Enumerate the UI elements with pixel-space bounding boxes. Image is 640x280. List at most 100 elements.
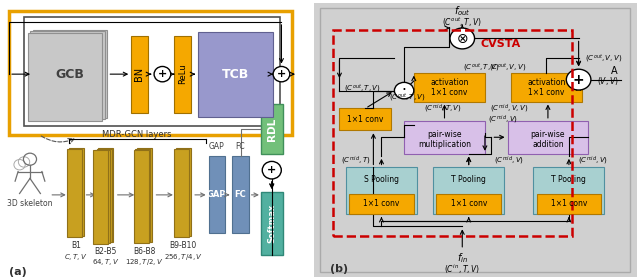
Text: 1×1 conv: 1×1 conv — [551, 199, 587, 208]
Text: 1×1 conv: 1×1 conv — [451, 199, 487, 208]
Circle shape — [394, 82, 414, 99]
Text: CVSTA: CVSTA — [481, 39, 521, 49]
Text: B9-B10: B9-B10 — [170, 241, 197, 250]
Bar — [137, 148, 152, 242]
Bar — [260, 192, 283, 255]
Text: $(C^{mid},V)$: $(C^{mid},V)$ — [488, 113, 518, 125]
Text: $(V,V)$: $(V,V)$ — [597, 75, 618, 87]
Text: T Pooling: T Pooling — [451, 175, 486, 184]
Text: +: + — [277, 69, 286, 79]
Bar — [198, 32, 273, 117]
Circle shape — [262, 161, 282, 179]
Text: $f_{out}$: $f_{out}$ — [454, 4, 470, 18]
Text: BN: BN — [134, 67, 145, 81]
Bar — [95, 150, 110, 243]
Text: $C,T,V$: $C,T,V$ — [65, 252, 88, 262]
Text: 3D skeleton: 3D skeleton — [7, 199, 52, 207]
Text: multiplication: multiplication — [418, 140, 471, 149]
Bar — [176, 148, 191, 236]
Bar — [260, 104, 283, 154]
Text: GAP: GAP — [209, 142, 225, 151]
Text: $128,T/2,V$: $128,T/2,V$ — [125, 257, 164, 267]
Text: B1: B1 — [71, 241, 81, 250]
Text: ⊗: ⊗ — [456, 31, 468, 45]
Bar — [33, 30, 108, 118]
Bar — [68, 148, 84, 236]
Text: 1×1 conv: 1×1 conv — [431, 88, 468, 97]
Text: B6-B8: B6-B8 — [133, 247, 156, 256]
Text: addition: addition — [532, 140, 564, 149]
Bar — [433, 167, 504, 214]
Bar — [136, 149, 150, 242]
Circle shape — [273, 66, 290, 82]
Text: $256,T/4,V$: $256,T/4,V$ — [164, 252, 203, 262]
Bar — [24, 17, 280, 126]
Text: 1×1 conv: 1×1 conv — [528, 88, 564, 97]
Text: +: + — [158, 69, 167, 79]
Bar — [93, 150, 108, 244]
Bar — [436, 193, 501, 214]
Text: TCB: TCB — [221, 68, 249, 81]
Bar — [209, 157, 225, 233]
Text: $(C^{mid},T)$: $(C^{mid},T)$ — [341, 155, 371, 167]
Text: +: + — [573, 73, 584, 87]
Text: $(C^{out},V,V)$: $(C^{out},V,V)$ — [489, 61, 526, 73]
Bar — [134, 150, 148, 243]
Bar — [346, 167, 417, 214]
Bar — [67, 149, 82, 237]
Text: $(C^{out},T,V)$: $(C^{out},T,V)$ — [442, 15, 483, 29]
Text: $(C^{mid},V)$: $(C^{mid},V)$ — [578, 155, 608, 167]
Text: MDR-GCN layers: MDR-GCN layers — [102, 130, 172, 139]
Text: A: A — [611, 66, 618, 76]
Text: $(C^{out},T,V)$: $(C^{out},T,V)$ — [463, 61, 500, 73]
Bar — [131, 36, 148, 113]
Text: $(C^{out},V,V)$: $(C^{out},V,V)$ — [585, 52, 622, 64]
Text: 1×1 conv: 1×1 conv — [364, 199, 399, 208]
Circle shape — [450, 28, 474, 49]
Bar — [508, 121, 588, 154]
Text: $(C^{in},T,V)$: $(C^{in},T,V)$ — [444, 262, 481, 276]
Text: activation: activation — [430, 78, 468, 87]
Text: pair-wise: pair-wise — [428, 130, 461, 139]
Text: ·: · — [402, 83, 406, 98]
Bar — [414, 73, 485, 102]
Bar — [174, 149, 189, 237]
Circle shape — [154, 66, 171, 82]
Text: $(C^{mid},V,V)$: $(C^{mid},V,V)$ — [490, 102, 529, 115]
Bar — [97, 149, 111, 242]
Text: T Pooling: T Pooling — [552, 175, 586, 184]
Bar — [28, 33, 102, 120]
Bar — [339, 108, 391, 130]
Bar — [511, 73, 582, 102]
Text: activation: activation — [527, 78, 566, 87]
Bar — [174, 36, 191, 113]
Text: GCB: GCB — [56, 68, 84, 81]
Text: Softmax: Softmax — [268, 204, 276, 243]
Text: RDL: RDL — [267, 117, 276, 141]
Circle shape — [566, 69, 591, 90]
Text: (a): (a) — [9, 267, 27, 277]
Text: 1×1 conv: 1×1 conv — [347, 115, 383, 124]
Text: $(C^{out},T,V)$: $(C^{out},T,V)$ — [389, 92, 426, 104]
Text: $(C^{mid},T,V)$: $(C^{mid},T,V)$ — [424, 102, 462, 115]
Text: $64,T,V$: $64,T,V$ — [92, 257, 120, 267]
Text: B2-B5: B2-B5 — [95, 247, 117, 256]
Bar — [99, 148, 113, 242]
Text: $(C^{mid},V)$: $(C^{mid},V)$ — [494, 155, 524, 167]
Text: FC: FC — [236, 142, 245, 151]
Bar — [404, 121, 485, 154]
Text: ReLu: ReLu — [178, 64, 187, 85]
Bar — [349, 193, 414, 214]
Text: +: + — [267, 165, 276, 175]
Text: (b): (b) — [330, 264, 348, 274]
Text: GAP: GAP — [207, 190, 227, 199]
Text: pair-wise: pair-wise — [531, 130, 565, 139]
Text: S Pooling: S Pooling — [364, 175, 399, 184]
Bar — [533, 167, 605, 214]
Bar — [536, 193, 601, 214]
Bar — [9, 11, 292, 134]
Bar — [333, 30, 572, 236]
Text: FC: FC — [235, 190, 246, 199]
Bar — [30, 31, 105, 119]
Text: $f_{in}$: $f_{in}$ — [457, 251, 468, 265]
